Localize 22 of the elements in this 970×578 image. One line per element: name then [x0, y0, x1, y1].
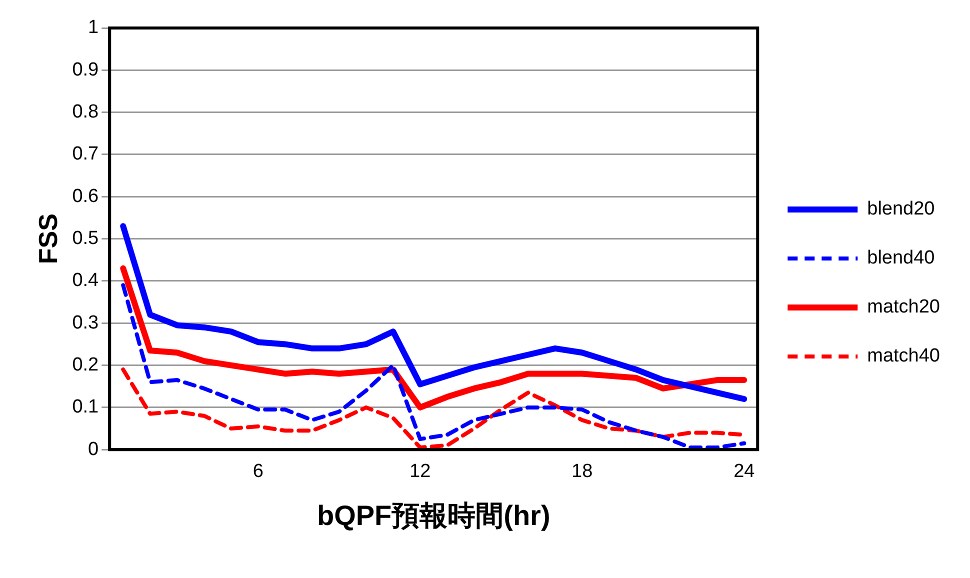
x-tick-label: 6 [252, 461, 264, 482]
line-series [121, 283, 746, 450]
y-tick-label: 0.3 [72, 312, 99, 334]
y-tick-label: 0.8 [72, 102, 99, 123]
x-axis-title: bQPF預報時間(hr) [316, 500, 550, 531]
x-tick-label: 24 [734, 461, 756, 482]
y-tick-label: 0.6 [72, 186, 99, 207]
y-tick-label: 0.9 [72, 59, 99, 80]
y-tick-label: 1 [88, 17, 99, 38]
y-tick-label: 0.1 [72, 396, 99, 418]
y-tick-label: 0 [88, 438, 99, 460]
legend-label: match20 [867, 296, 940, 318]
x-tick-label: 18 [572, 461, 593, 482]
x-tick-label: 12 [410, 461, 431, 482]
y-tick-label: 0.5 [72, 228, 99, 250]
y-tick-label: 0.7 [72, 144, 99, 165]
y-tick-label: 0.2 [72, 354, 99, 376]
legend-label: blend20 [867, 198, 935, 220]
y-axis-title: FSS [32, 214, 63, 264]
y-tick-label: 0.4 [72, 270, 100, 292]
legend-label: match40 [867, 346, 940, 367]
legend-label: blend40 [867, 248, 935, 269]
